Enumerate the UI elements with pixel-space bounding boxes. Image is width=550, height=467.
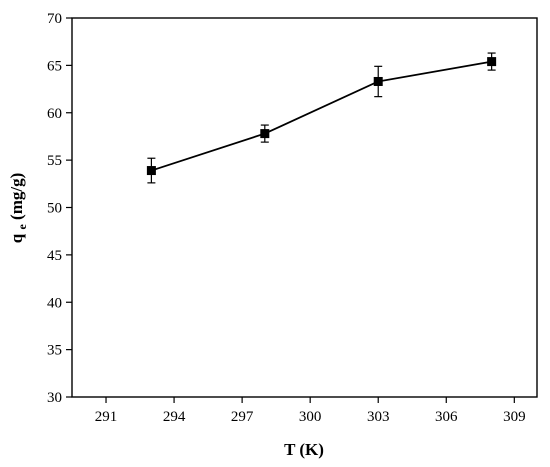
data-series [146, 52, 497, 184]
y-tick-label: 65 [47, 58, 62, 74]
y-tick-label: 40 [47, 295, 62, 311]
y-axis: 30 35 40 45 50 55 60 65 70 [47, 11, 72, 406]
x-axis-title: T (K) [284, 440, 324, 459]
y-tick-label: 45 [47, 248, 62, 264]
y-tick-label: 35 [47, 343, 62, 359]
y-axis-title-main: q [7, 233, 26, 243]
x-axis: 291 294 297 300 303 306 309 [95, 397, 526, 425]
y-axis-title-subscript: e [15, 224, 29, 230]
y-axis-title-unit: (mg/g) [7, 173, 26, 220]
y-tick-label: 60 [47, 106, 62, 122]
plot-frame [71, 17, 538, 398]
data-point [487, 57, 497, 67]
y-axis-title: q e (mg/g) [7, 173, 30, 244]
data-point [373, 76, 383, 86]
x-tick-label: 297 [231, 409, 254, 425]
y-tick-label: 50 [47, 201, 62, 217]
data-point [146, 166, 156, 176]
x-tick-label: 294 [163, 409, 186, 425]
x-tick-label: 309 [503, 409, 526, 425]
x-tick-label: 303 [367, 409, 390, 425]
y-tick-label: 70 [47, 11, 62, 27]
x-tick-label: 300 [299, 409, 322, 425]
x-tick-label: 306 [435, 409, 458, 425]
x-tick-label: 291 [95, 409, 118, 425]
data-point [260, 129, 270, 139]
series-line [151, 60, 492, 172]
y-tick-label: 30 [47, 390, 62, 406]
y-tick-label: 55 [47, 153, 62, 169]
